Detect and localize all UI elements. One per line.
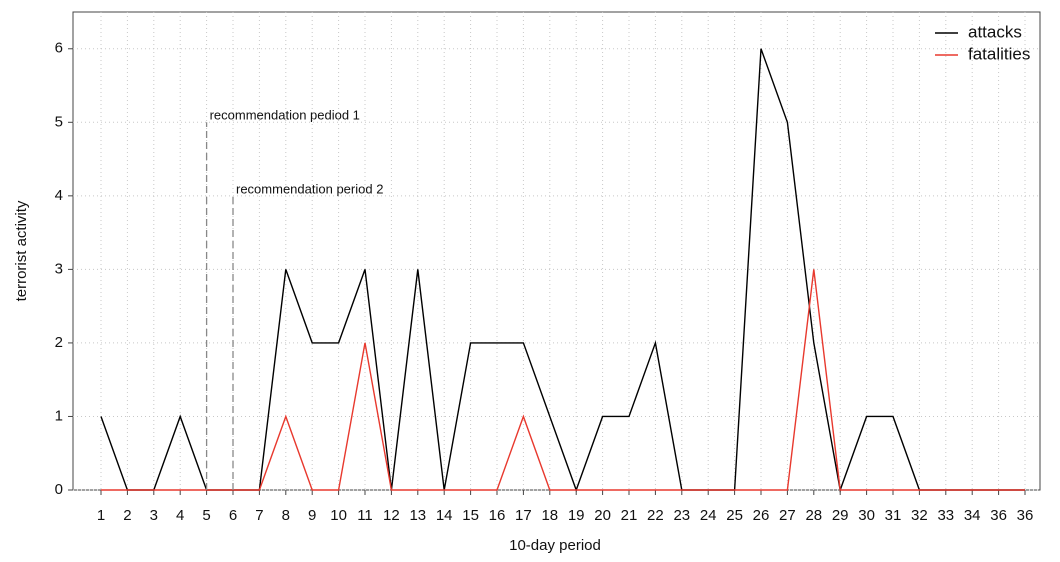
x-tick-label: 6 — [229, 507, 237, 524]
y-tick-label: 1 — [55, 407, 63, 424]
x-tick-label: 23 — [673, 507, 690, 524]
x-tick-label: 17 — [515, 507, 532, 524]
legend-label: fatalities — [968, 44, 1030, 63]
x-tick-label: 27 — [779, 507, 796, 524]
y-tick-label: 5 — [55, 113, 63, 130]
line-series — [101, 269, 1025, 491]
x-tick-label: 11 — [357, 507, 373, 524]
x-tick-label: 33 — [937, 507, 954, 524]
x-tick-label: 25 — [726, 507, 743, 524]
x-tick-label: 4 — [176, 507, 184, 524]
x-tick-label: 28 — [805, 507, 822, 524]
x-tick-label: 7 — [255, 507, 263, 524]
y-axis-label: terrorist activity — [13, 200, 30, 301]
x-tick-label: 36 — [1017, 507, 1034, 524]
annotation-text: recommendation pediod 1 — [210, 108, 360, 123]
x-tick-label: 20 — [594, 507, 611, 524]
x-tick-label: 29 — [832, 507, 849, 524]
x-tick-label: 1 — [97, 507, 105, 524]
x-tick-label: 30 — [858, 507, 875, 524]
x-tick-label: 21 — [621, 507, 638, 524]
x-tick-label: 16 — [489, 507, 506, 524]
x-tick-label: 36 — [990, 507, 1007, 524]
x-tick-label: 19 — [568, 507, 585, 524]
x-axis-label: 10-day period — [509, 537, 601, 554]
x-tick-label: 10 — [330, 507, 347, 524]
x-tick-label: 22 — [647, 507, 664, 524]
x-tick-label: 12 — [383, 507, 400, 524]
x-tick-label: 26 — [753, 507, 770, 524]
legend-label: attacks — [968, 22, 1022, 41]
x-tick-label: 31 — [885, 507, 902, 524]
x-tick-label: 15 — [462, 507, 479, 524]
x-tick-label: 24 — [700, 507, 717, 524]
x-tick-label: 5 — [202, 507, 210, 524]
x-tick-label: 9 — [308, 507, 316, 524]
y-tick-label: 6 — [55, 40, 63, 57]
y-tick-label: 0 — [55, 481, 63, 498]
plot-frame — [72, 11, 1041, 491]
annotation-text: recommendation period 2 — [236, 181, 383, 196]
x-tick-label: 34 — [964, 507, 981, 524]
x-tick-label: 8 — [282, 507, 290, 524]
x-tick-label: 18 — [541, 507, 558, 524]
x-tick-label: 32 — [911, 507, 928, 524]
y-tick-label: 2 — [55, 334, 63, 351]
x-tick-label: 13 — [409, 507, 426, 524]
x-tick-label: 14 — [436, 507, 453, 524]
y-tick-label: 4 — [55, 187, 63, 204]
x-tick-label: 3 — [150, 507, 158, 524]
x-tick-label: 2 — [123, 507, 131, 524]
y-tick-label: 3 — [55, 260, 63, 277]
